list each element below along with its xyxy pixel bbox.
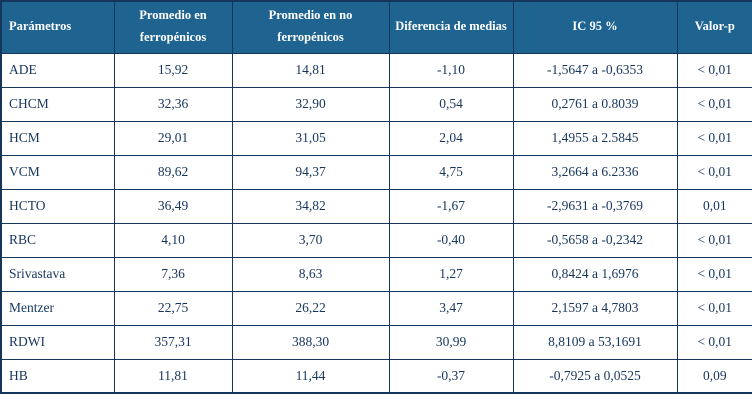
column-header-valor-p: Valor-p — [676, 0, 752, 54]
value-cell: 0,8424 a 1,6976 — [512, 256, 678, 292]
value-cell: 89,62 — [113, 154, 233, 190]
value-cell: -1,67 — [388, 188, 514, 224]
value-cell: 14,81 — [231, 52, 390, 88]
value-cell: 4,10 — [113, 222, 233, 258]
value-cell: -0,37 — [388, 358, 514, 394]
value-cell: 1,27 — [388, 256, 514, 292]
value-cell: 15,92 — [113, 52, 233, 88]
parameter-cell: Srivastava — [0, 256, 115, 292]
value-cell: 4,75 — [388, 154, 514, 190]
parameter-cell: HB — [0, 358, 115, 394]
value-cell: 36,49 — [113, 188, 233, 224]
value-cell: 357,31 — [113, 324, 233, 360]
value-cell: 0,01 — [676, 188, 752, 224]
value-cell: 11,81 — [113, 358, 233, 394]
parameter-cell: HCTO — [0, 188, 115, 224]
value-cell: 34,82 — [231, 188, 390, 224]
value-cell: 1,4955 a 2.5845 — [512, 120, 678, 156]
value-cell: 29,01 — [113, 120, 233, 156]
table-row: Srivastava 7,36 8,63 1,27 0,8424 a 1,6976 < 0… — [0, 256, 752, 292]
parameters-comparison-table: Parámetros Promedio en ferropénicos Prom… — [0, 0, 752, 394]
header-row: Parámetros Promedio en ferropénicos Prom… — [0, 0, 752, 54]
table-row: RBC 4,10 3,70 -0,40 -0,5658 a -0,2342 < 0,01 — [0, 222, 752, 258]
value-cell: 8,8109 a 53,1691 — [512, 324, 678, 360]
column-header-diferencia-medias: Diferencia de medias — [388, 0, 514, 54]
value-cell: 2,04 — [388, 120, 514, 156]
parameter-cell: Mentzer — [0, 290, 115, 326]
value-cell: -0,7925 a 0,0525 — [512, 358, 678, 394]
value-cell: 3,70 — [231, 222, 390, 258]
value-cell: < 0,01 — [676, 52, 752, 88]
value-cell: -1,10 — [388, 52, 514, 88]
table-row: HCTO 36,49 34,82 -1,67 -2,9631 a -0,3769 0,01 — [0, 188, 752, 224]
parameter-cell: RBC — [0, 222, 115, 258]
column-header-promedio-ferropenicos: Promedio en ferropénicos — [113, 0, 233, 54]
value-cell: 2,1597 a 4,7803 — [512, 290, 678, 326]
value-cell: < 0,01 — [676, 86, 752, 122]
value-cell: 94,37 — [231, 154, 390, 190]
column-header-promedio-no-ferropenicos: Promedio en no ferropénicos — [231, 0, 390, 54]
table-row: Mentzer 22,75 26,22 3,47 2,1597 a 4,7803 < 0,… — [0, 290, 752, 326]
table-row: ADE 15,92 14,81 -1,10 -1,5647 a -0,6353 < 0,0… — [0, 52, 752, 88]
value-cell: 11,44 — [231, 358, 390, 394]
value-cell: < 0,01 — [676, 256, 752, 292]
value-cell: < 0,01 — [676, 324, 752, 360]
parameter-cell: ADE — [0, 52, 115, 88]
parameter-cell: RDWI — [0, 324, 115, 360]
value-cell: 26,22 — [231, 290, 390, 326]
value-cell: -1,5647 a -0,6353 — [512, 52, 678, 88]
parameter-cell: VCM — [0, 154, 115, 190]
table-row: VCM 89,62 94,37 4,75 3,2664 a 6.2336 < 0,01 — [0, 154, 752, 190]
value-cell: 388,30 — [231, 324, 390, 360]
value-cell: < 0,01 — [676, 222, 752, 258]
value-cell: 31,05 — [231, 120, 390, 156]
value-cell: -0,40 — [388, 222, 514, 258]
table-row: HB 11,81 11,44 -0,37 -0,7925 a 0,0525 0,09 — [0, 358, 752, 394]
value-cell: < 0,01 — [676, 290, 752, 326]
value-cell: 30,99 — [388, 324, 514, 360]
table-row: RDWI 357,31 388,30 30,99 8,8109 a 53,1691 < 0… — [0, 324, 752, 360]
table-header: Parámetros Promedio en ferropénicos Prom… — [0, 0, 752, 54]
value-cell: 3,47 — [388, 290, 514, 326]
value-cell: 0,2761 a 0.8039 — [512, 86, 678, 122]
table-row: HCM 29,01 31,05 2,04 1,4955 a 2.5845 < 0,01 — [0, 120, 752, 156]
value-cell: 32,90 — [231, 86, 390, 122]
value-cell: 0,54 — [388, 86, 514, 122]
value-cell: 22,75 — [113, 290, 233, 326]
value-cell: 0,09 — [676, 358, 752, 394]
column-header-ic95: IC 95 % — [512, 0, 678, 54]
parameter-cell: HCM — [0, 120, 115, 156]
value-cell: 32,36 — [113, 86, 233, 122]
table-body: ADE 15,92 14,81 -1,10 -1,5647 a -0,6353 < 0,0… — [0, 52, 752, 394]
column-header-parametros: Parámetros — [0, 0, 115, 54]
value-cell: < 0,01 — [676, 120, 752, 156]
value-cell: 3,2664 a 6.2336 — [512, 154, 678, 190]
value-cell: 8,63 — [231, 256, 390, 292]
value-cell: -2,9631 a -0,3769 — [512, 188, 678, 224]
parameter-cell: CHCM — [0, 86, 115, 122]
value-cell: < 0,01 — [676, 154, 752, 190]
value-cell: 7,36 — [113, 256, 233, 292]
table-row: CHCM 32,36 32,90 0,54 0,2761 a 0.8039 < 0,01 — [0, 86, 752, 122]
value-cell: -0,5658 a -0,2342 — [512, 222, 678, 258]
